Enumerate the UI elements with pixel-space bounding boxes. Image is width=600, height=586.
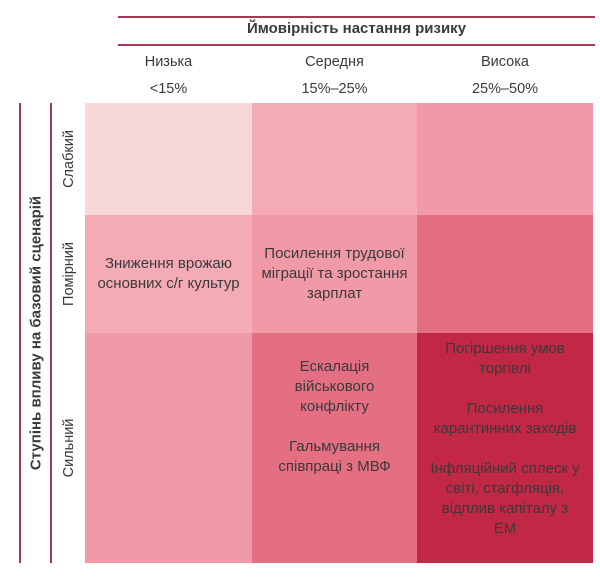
- risk-item: Ескалація військового конфлікту: [294, 358, 375, 415]
- risk-item: Гальмування співпраці з МВФ: [278, 438, 391, 475]
- column-label-low: Низька: [144, 54, 193, 70]
- column-label-high: Висока: [481, 54, 529, 70]
- y-axis-title-wrap: Ступінь впливу на базовий сценарій: [21, 103, 51, 563]
- risk-item: Інфляційний сплеск у світі, стагфляція, …: [430, 460, 580, 537]
- header-rule-bottom: [118, 44, 595, 46]
- column-label-medium: Середня: [305, 54, 364, 70]
- column-header-low: Низька <15%: [85, 54, 252, 97]
- matrix-cell-moderate-medium: Посилення трудової міграції та зростання…: [252, 215, 417, 333]
- column-header-medium: Середня 15%–25%: [252, 54, 417, 97]
- y-axis-rule-inner: [50, 103, 52, 563]
- row-label-strong: Сильний: [60, 418, 77, 478]
- risk-item: Погіршення умов торгівлі: [445, 340, 565, 377]
- row-label-weak: Слабкий: [60, 130, 77, 188]
- matrix-cell-strong-low: [85, 333, 252, 563]
- row-label-moderate-wrap: Помірний: [52, 215, 85, 333]
- matrix-cell-moderate-high: [417, 215, 593, 333]
- row-label-moderate: Помірний: [60, 242, 77, 306]
- row-label-weak-wrap: Слабкий: [52, 103, 85, 215]
- matrix-cell-strong-high: Погіршення умов торгівлі Посилення каран…: [417, 333, 593, 563]
- matrix-cell-moderate-low: Зниження врожаю основних с/г культур: [85, 215, 252, 333]
- matrix-cell-weak-high: [417, 103, 593, 215]
- column-range-medium: 15%–25%: [301, 81, 368, 97]
- column-header-high: Висока 25%–50%: [417, 54, 593, 97]
- column-range-low: <15%: [149, 81, 188, 97]
- risk-matrix-grid: Зниження врожаю основних с/г культур Пос…: [85, 103, 593, 563]
- risk-item: Зниження врожаю основних с/г культур: [97, 255, 240, 292]
- y-axis-rule-outer: [19, 103, 21, 563]
- chart-title: Ймовірність настання ризику: [246, 20, 467, 37]
- matrix-cell-strong-medium: Ескалація військового конфлікту Гальмува…: [252, 333, 417, 563]
- risk-item: Посилення карантинних заходів: [433, 400, 577, 437]
- y-axis-title: Ступінь впливу на базовий сценарій: [27, 195, 45, 471]
- column-range-high: 25%–50%: [471, 81, 539, 97]
- header-rule-top: [118, 16, 595, 18]
- matrix-cell-weak-medium: [252, 103, 417, 215]
- risk-item: Посилення трудової міграції та зростання…: [261, 245, 408, 302]
- matrix-cell-weak-low: [85, 103, 252, 215]
- row-label-strong-wrap: Сильний: [52, 333, 85, 563]
